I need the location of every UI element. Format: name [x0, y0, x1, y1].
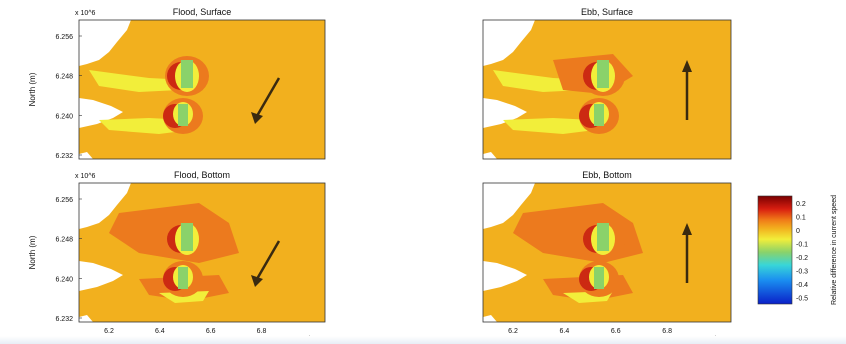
y-exponent-label: x 10^6	[75, 10, 96, 17]
colorbar-tick-label: -0.4	[796, 282, 808, 289]
structure-south-core	[178, 104, 188, 126]
land-middle	[79, 261, 123, 291]
land-north	[79, 183, 131, 229]
flow-arrow-icon	[251, 112, 263, 124]
panel-title: Ebb, Bottom	[582, 170, 632, 180]
y-tick-label: 6.240	[55, 113, 73, 120]
y-tick-label: 6.256	[55, 34, 73, 41]
panel-frame	[482, 182, 732, 323]
colorbar: 0.2 0.1 0 -0.1 -0.2 -0.3 -0.4 -0.5 Relative diff…	[757, 195, 838, 305]
y-exponent-label: x 10^6	[75, 173, 96, 180]
land-middle	[483, 98, 527, 128]
structure-south-core	[594, 104, 604, 126]
bottom-strip	[0, 336, 846, 344]
x-tick-label: 6.2	[508, 328, 518, 335]
land-south	[483, 152, 497, 159]
y-axis-label: North (m)	[28, 235, 37, 269]
colorbar-gradient	[757, 195, 793, 305]
structure-north-core	[181, 223, 193, 251]
land-north	[79, 20, 131, 66]
colorbar-tick-label: -0.2	[796, 255, 808, 262]
colorbar-tick-label: -0.5	[796, 295, 808, 302]
colorbar-tick-label: 0.2	[796, 201, 806, 208]
colorbar-tick-label: -0.1	[796, 241, 808, 248]
colorbar-tick-label: 0.1	[796, 214, 806, 221]
y-axis-label: North (m)	[28, 72, 37, 106]
flow-arrow-shaft	[255, 240, 281, 280]
panel-frame	[78, 182, 326, 323]
y-tick-label: 6.232	[55, 316, 73, 323]
x-tick-label: 6.2	[104, 328, 114, 335]
land-south	[79, 315, 93, 322]
panel-2: Ebb, Surface	[482, 7, 732, 160]
colorbar-tick-label: 0	[796, 228, 800, 235]
flow-arrow-shaft	[255, 77, 281, 117]
structure-south-core	[594, 267, 604, 289]
panel-3: Flood, Bottom x 10^6 6.256 6.248 6.240 6.232 N…	[28, 170, 326, 344]
x-tick-label: 6.6	[206, 328, 216, 335]
panel-title: Flood, Surface	[173, 7, 232, 17]
flow-arrow-icon	[682, 60, 692, 72]
land-north	[483, 20, 535, 66]
panel-title: Ebb, Surface	[581, 7, 633, 17]
y-tick-label: 6.248	[55, 237, 73, 244]
panel-title: Flood, Bottom	[174, 170, 230, 180]
land-middle	[483, 261, 527, 291]
land-middle	[79, 98, 123, 128]
colorbar-tick-label: -0.3	[796, 268, 808, 275]
plume-yellow-south	[159, 291, 209, 303]
plume-yellow-south	[503, 118, 595, 134]
panel-frame	[78, 19, 326, 160]
structure-north-core	[597, 223, 609, 251]
land-south	[483, 315, 497, 322]
x-tick-label: 6.4	[560, 328, 570, 335]
panel-1: Flood, Surface x 10^6 6.256 6.248 6.240 6.232…	[28, 7, 326, 160]
x-tick-label: 6.4	[155, 328, 165, 335]
y-tick-label: 6.256	[55, 197, 73, 204]
land-north	[483, 183, 535, 229]
panel-frame	[482, 19, 732, 160]
structure-north-core	[597, 60, 609, 88]
flow-arrow-icon	[251, 275, 263, 287]
structure-south-core	[178, 267, 188, 289]
land-south	[79, 152, 93, 159]
plume-yellow	[89, 70, 189, 92]
y-tick-label: 6.232	[55, 153, 73, 160]
flow-arrow-icon	[682, 223, 692, 235]
y-tick-label: 6.248	[55, 74, 73, 81]
x-tick-label: 6.8	[257, 328, 267, 335]
structure-north-core	[181, 60, 193, 88]
y-tick-label: 6.240	[55, 276, 73, 283]
panels: Flood, Surface x 10^6 6.256 6.248 6.240 6.232…	[28, 7, 732, 344]
x-tick-label: 6.6	[611, 328, 621, 335]
colorbar-label: Relative difference in current speed	[831, 195, 838, 305]
x-tick-label: 6.8	[662, 328, 672, 335]
